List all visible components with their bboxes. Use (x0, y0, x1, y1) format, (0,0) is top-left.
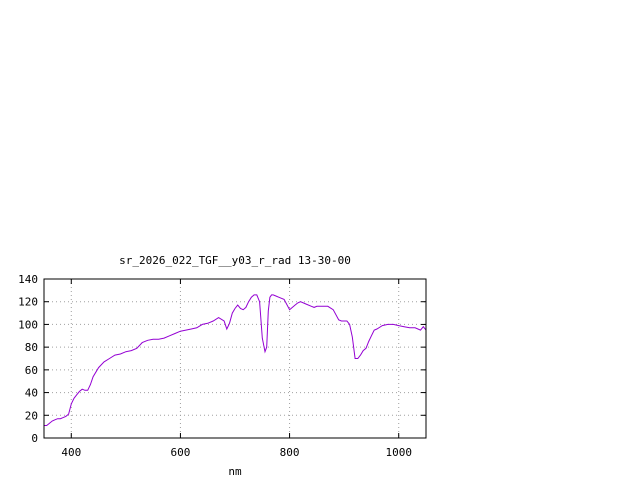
y-tick-label: 100 (18, 318, 38, 331)
y-tick-label: 20 (25, 409, 38, 422)
series-line (44, 294, 427, 426)
y-tick-label: 120 (18, 296, 38, 309)
y-tick-label: 80 (25, 341, 38, 354)
ticks (44, 278, 426, 439)
y-tick-label: 0 (31, 432, 38, 445)
y-tick-label: 140 (18, 273, 38, 286)
plot-frame (43, 278, 427, 439)
y-tick-label: 40 (25, 387, 38, 400)
x-tick-label: 600 (170, 446, 190, 459)
chart-title: sr_2026_022_TGF__y03_r_rad 13-30-00 (119, 254, 351, 267)
tick-labels: 0 20 40 60 80 100 120 140 400 600 800 1000 (18, 273, 412, 459)
y-tick-label: 60 (25, 364, 38, 377)
x-tick-label: 1000 (385, 446, 412, 459)
grid (44, 279, 426, 438)
x-tick-label: 400 (61, 446, 81, 459)
x-tick-label: 800 (280, 446, 300, 459)
x-axis-label: nm (228, 465, 242, 478)
series-layer (44, 294, 427, 426)
